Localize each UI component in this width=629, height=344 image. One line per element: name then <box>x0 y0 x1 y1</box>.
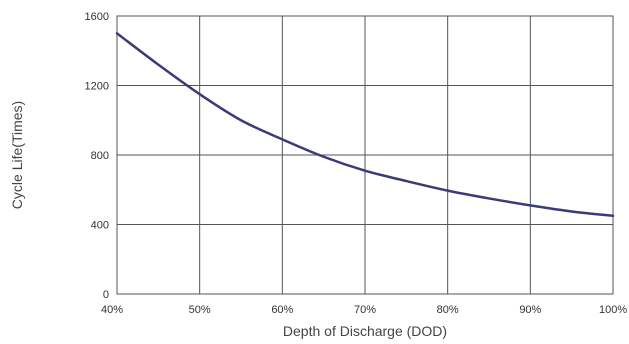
y-tick-label: 800 <box>91 150 109 162</box>
y-axis-label: Cycle Life(Times) <box>9 101 25 209</box>
y-tick-label: 400 <box>91 220 109 232</box>
x-tick-label: 100% <box>599 304 627 316</box>
y-tick-label: 1200 <box>85 81 109 93</box>
series-layer <box>115 32 615 218</box>
cycle-life-curve <box>115 32 615 218</box>
grid-lines <box>117 16 613 294</box>
x-tick-label: 80% <box>437 304 459 316</box>
y-tick-label: 0 <box>103 289 109 301</box>
y-tick-labels: 0 400 800 1200 1600 <box>85 11 109 301</box>
x-tick-label: 90% <box>519 304 541 316</box>
y-tick-label: 1600 <box>85 11 109 23</box>
x-tick-label: 70% <box>354 304 376 316</box>
plot-area-border <box>116 15 614 295</box>
x-axis-label: Depth of Discharge (DOD) <box>283 323 447 339</box>
x-tick-label: 60% <box>271 304 293 316</box>
x-tick-label: 50% <box>189 304 211 316</box>
x-tick-label: 40% <box>101 304 123 316</box>
x-tick-labels: 40% 50% 60% 70% 80% 90% 100% <box>101 304 627 316</box>
